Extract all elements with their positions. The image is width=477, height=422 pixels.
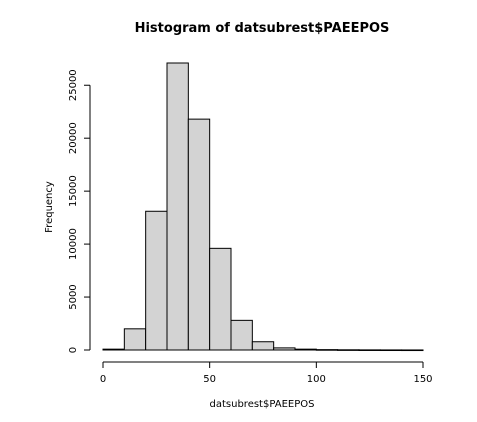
y-tick-label-0: 0: [68, 347, 79, 353]
x-axis-ticks: 0 50 100 150: [100, 362, 433, 385]
bars-group: [102, 62, 424, 352]
x-tick-label-0: 0: [100, 374, 106, 385]
y-tick-label-15000: 15000: [68, 175, 79, 207]
histogram-bar-12: [358, 349, 381, 351]
x-tick-label-150: 150: [413, 374, 432, 385]
y-tick-label-25000: 25000: [68, 69, 79, 101]
histogram-bar-3: [166, 62, 189, 351]
histogram-bar-2: [145, 210, 168, 351]
histogram-bar-6: [230, 319, 253, 351]
y-tick-label-5000: 5000: [68, 284, 79, 309]
y-tick-label-10000: 10000: [68, 228, 79, 260]
histogram-bar-9: [294, 348, 317, 351]
y-axis-label: Frequency: [44, 181, 55, 233]
histogram-bar-0: [102, 348, 125, 351]
x-axis-label: datsubrest$PAEEPOS: [210, 399, 315, 410]
y-tick-label-20000: 20000: [68, 122, 79, 154]
histogram-bar-11: [337, 349, 360, 351]
histogram-bar-1: [123, 328, 147, 351]
histogram-bar-5: [209, 247, 232, 351]
histogram-bar-14: [401, 349, 424, 352]
histogram-bar-13: [379, 349, 403, 352]
histogram-bar-10: [315, 349, 339, 351]
histogram-bar-4: [187, 118, 211, 351]
chart-title: Histogram of datsubrest$PAEEPOS: [135, 21, 390, 36]
histogram-bar-7: [251, 341, 275, 351]
histogram-bar-8: [273, 347, 296, 351]
x-tick-label-50: 50: [203, 374, 216, 385]
x-tick-label-100: 100: [307, 374, 326, 385]
y-axis-ticks: 0 5000 10000 15000 20000 25000: [68, 69, 90, 353]
